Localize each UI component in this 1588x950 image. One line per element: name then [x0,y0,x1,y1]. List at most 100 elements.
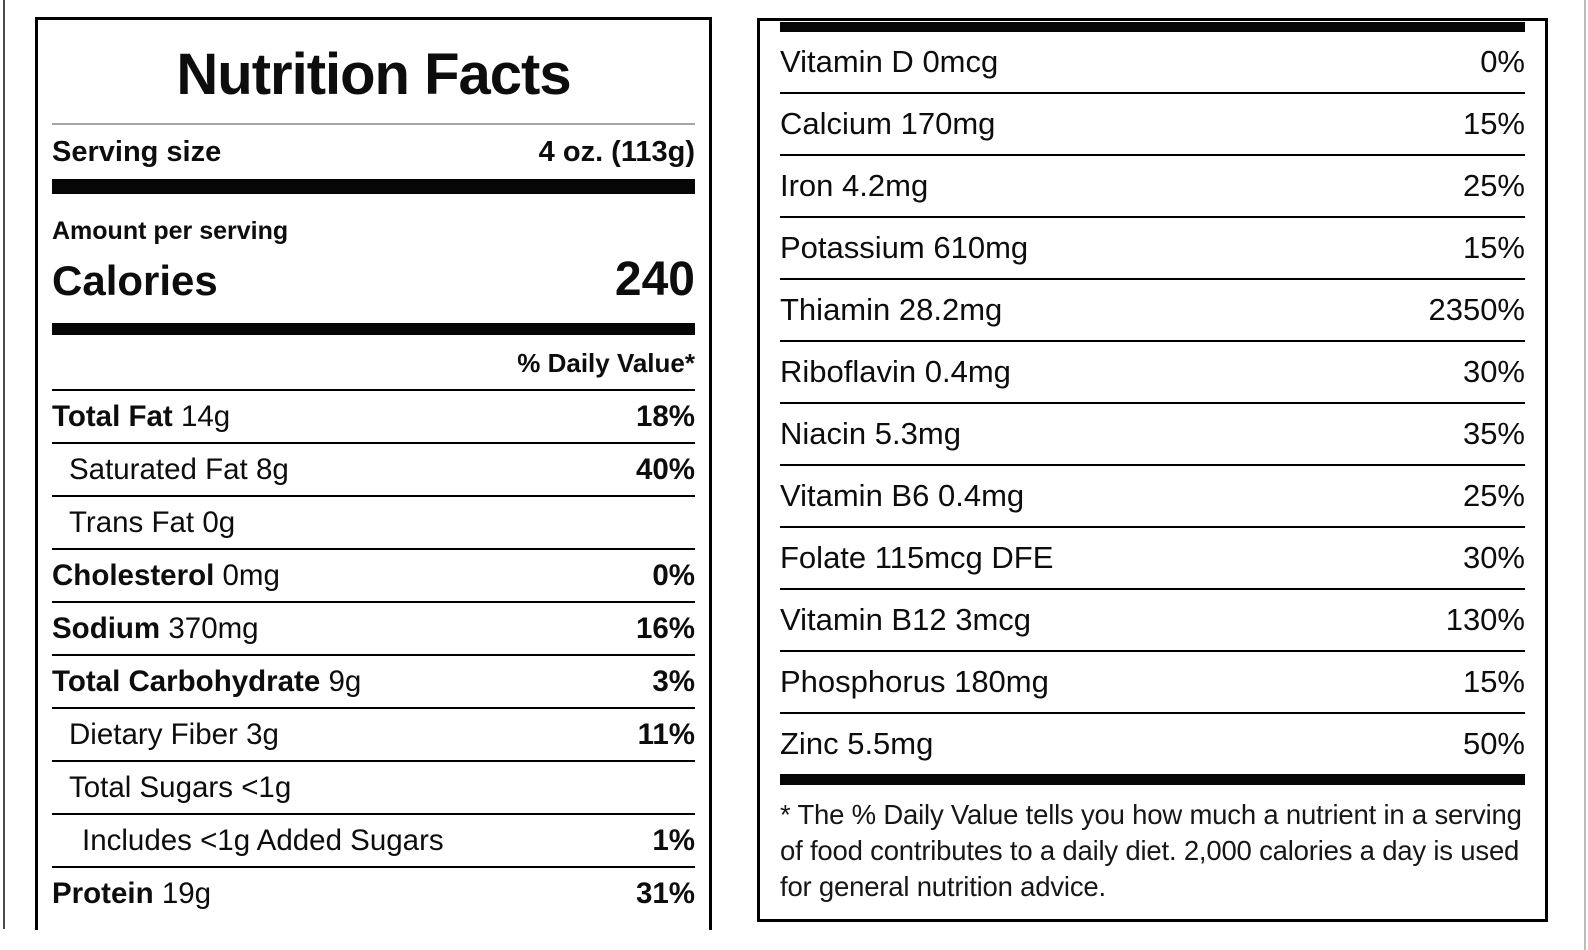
thick-separator-bar [780,774,1525,785]
nutrient-name: Niacin [780,416,867,451]
nutrient-amount: 9g [328,664,362,698]
title-hairline-divider [52,123,695,125]
nutrient-name: Saturated Fat [69,452,248,486]
calories-row: Calories 240 [52,251,695,309]
nutrient-daily-value: 40% [635,452,695,486]
nutrient-daily-value: 25% [1462,478,1525,513]
nutrient-row-dietary-fiber: Dietary Fiber 3g 11% [52,709,695,762]
nutrient-row-thiamin: Thiamin 28.2mg 2350% [780,280,1525,342]
nutrient-row-vitamin-b6: Vitamin B6 0.4mg 25% [780,466,1525,528]
daily-value-header: % Daily Value* [517,348,695,378]
nutrient-name: Dietary Fiber [69,717,238,751]
nutrient-row-total-carbohydrate: Total Carbohydrate 9g 3% [52,656,695,709]
nutrient-amount: 8g [255,452,289,486]
thick-separator-bar [52,179,695,194]
nutrient-name: Riboflavin [780,354,917,389]
nutrient-name: Iron [780,168,834,203]
nutrient-row-total-fat: Total Fat 14g 18% [52,391,695,444]
nutrient-name: Zinc [780,726,839,761]
nutrient-amount: 0g [202,505,236,539]
nutrient-text: Potassium 610mg [780,230,1028,266]
nutrient-daily-value: 0% [1480,44,1525,79]
nutrient-daily-value: 130% [1445,602,1525,637]
nutrition-label-main-panel: Nutrition Facts Serving size 4 oz. (113g… [35,17,712,930]
nutrient-amount: 3mcg [955,602,1032,637]
nutrient-row-trans-fat: Trans Fat 0g [52,497,695,550]
nutrient-name: Sodium [52,611,161,645]
nutrient-name: Phosphorus [780,664,946,699]
nutrient-daily-value: 30% [1462,354,1525,389]
nutrient-row-added-sugars: Includes <1g Added Sugars 1% [52,815,695,868]
calories-value: 240 [614,253,695,306]
nutrient-text: Vitamin B6 0.4mg [780,478,1024,514]
nutrient-row-calcium: Calcium 170mg 15% [780,94,1525,156]
serving-size-value: 4 oz. (113g) [538,135,695,168]
amount-per-serving-label: Amount per serving [52,217,289,245]
nutrient-text: Vitamin D 0mcg [780,44,998,80]
screen-edge-line-left [3,0,5,929]
nutrient-row-folate: Folate 115mcg DFE 30% [780,528,1525,590]
nutrient-row-riboflavin: Riboflavin 0.4mg 30% [780,342,1525,404]
nutrient-amount: 28.2mg [898,292,1003,327]
nutrient-rows: Total Fat 14g 18% Saturated Fat 8g 40% T… [52,389,695,919]
calories-label: Calories [52,257,218,304]
nutrient-name: Protein [52,876,154,910]
nutrient-amount: 5.3mg [874,416,961,451]
nutrient-row-vitamin-d: Vitamin D 0mcg 0% [780,32,1525,94]
nutrient-amount: 0mcg [922,44,999,79]
nutrient-row-vitamin-b12: Vitamin B12 3mcg 130% [780,590,1525,652]
nutrient-amount: 0.4mg [924,354,1011,389]
nutrient-name: Total Sugars [69,770,233,804]
nutrient-row-niacin: Niacin 5.3mg 35% [780,404,1525,466]
nutrient-name: Total Fat [52,399,173,433]
nutrient-text: Cholesterol 0mg [52,559,280,593]
nutrient-row-potassium: Potassium 610mg 15% [780,218,1525,280]
thick-separator-bar [780,22,1525,32]
nutrient-name: Calcium [780,106,892,141]
nutrient-name: Folate [780,540,867,575]
nutrient-name: Thiamin [780,292,891,327]
nutrient-row-iron: Iron 4.2mg 25% [780,156,1525,218]
nutrient-row-saturated-fat: Saturated Fat 8g 40% [52,444,695,497]
nutrient-daily-value: 35% [1462,416,1525,451]
nutrient-amount: 3g [246,717,279,751]
nutrient-amount: 0mg [222,558,280,592]
serving-size-row: Serving size 4 oz. (113g) [52,125,695,179]
nutrient-amount: 4.2mg [842,168,929,203]
nutrient-text: Calcium 170mg [780,106,995,142]
nutrient-amount: 370mg [168,611,259,645]
nutrient-row-zinc: Zinc 5.5mg 50% [780,714,1525,774]
nutrient-amount: 5.5mg [847,726,934,761]
nutrient-text: Zinc 5.5mg [780,726,933,762]
nutrient-row-protein: Protein 19g 31% [52,868,695,919]
nutrient-text: Niacin 5.3mg [780,416,961,452]
nutrient-text: Saturated Fat 8g [52,453,289,487]
nutrient-daily-value: 3% [652,664,695,698]
nutrient-amount: 19g [161,876,212,910]
screen-edge-line-right [1584,0,1586,950]
nutrient-name: Vitamin D [780,44,914,79]
nutrient-text: Vitamin B12 3mcg [780,602,1031,638]
nutrient-text: Riboflavin 0.4mg [780,354,1011,390]
micronutrient-rows: Vitamin D 0mcg 0% Calcium 170mg 15% Iron… [780,32,1525,774]
nutrient-daily-value: 15% [1462,106,1525,141]
nutrient-text: Total Sugars <1g [52,771,291,805]
nutrition-label-micronutrient-panel: Vitamin D 0mcg 0% Calcium 170mg 15% Iron… [757,18,1548,922]
nutrient-text: Includes <1g Added Sugars [52,824,444,858]
nutrient-name: Includes <1g Added Sugars [82,823,444,857]
nutrient-daily-value: 0% [652,558,695,592]
serving-size-label: Serving size [52,135,222,168]
nutrient-amount: 115mcg DFE [874,540,1054,575]
nutrient-daily-value: 2350% [1428,292,1525,327]
nutrient-name: Cholesterol [52,558,215,592]
nutrient-amount: 180mg [954,664,1049,699]
nutrient-daily-value: 11% [637,717,695,751]
nutrient-daily-value: 30% [1462,540,1525,575]
nutrient-name: Potassium [780,230,925,265]
nutrient-daily-value: 15% [1462,230,1525,265]
nutrient-text: Sodium 370mg [52,612,259,646]
nutrient-text: Total Fat 14g [52,400,230,434]
nutrient-text: Iron 4.2mg [780,168,928,204]
label-title: Nutrition Facts [176,42,571,107]
nutrient-row-phosphorus: Phosphorus 180mg 15% [780,652,1525,714]
